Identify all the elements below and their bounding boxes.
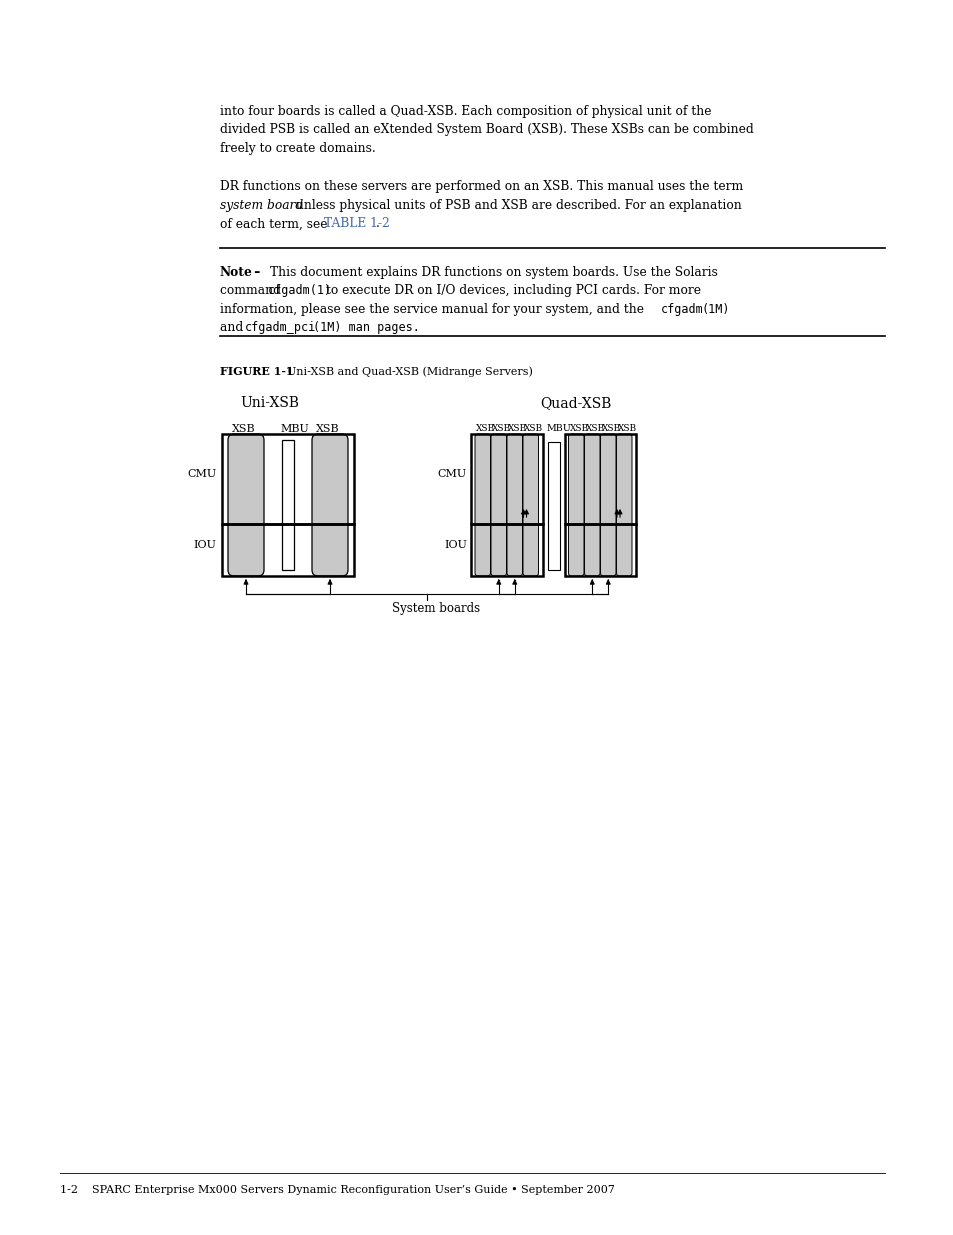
Bar <box>222 433 354 524</box>
Text: System boards: System boards <box>392 601 479 615</box>
Text: CMU: CMU <box>187 469 215 479</box>
Text: command: command <box>220 284 285 298</box>
Text: Uni-XSB and Quad-XSB (Midrange Servers): Uni-XSB and Quad-XSB (Midrange Servers) <box>280 366 533 377</box>
Text: Uni-XSB: Uni-XSB <box>240 396 298 410</box>
Text: freely to create domains.: freely to create domains. <box>220 142 375 156</box>
Text: .: . <box>375 217 379 231</box>
FancyBboxPatch shape <box>228 433 264 576</box>
Bar <box>282 440 294 571</box>
Text: 1-2    SPARC Enterprise Mx000 Servers Dynamic Reconfiguration User’s Guide • Sep: 1-2 SPARC Enterprise Mx000 Servers Dynam… <box>60 1186 615 1195</box>
Text: IOU: IOU <box>444 540 467 550</box>
Text: Quad-XSB: Quad-XSB <box>539 396 611 410</box>
Text: divided PSB is called an eXtended System Board (XSB). These XSBs can be combined: divided PSB is called an eXtended System… <box>220 124 753 137</box>
Text: XSB: XSB <box>315 424 339 433</box>
FancyBboxPatch shape <box>475 433 490 576</box>
Text: TABLE 1-2: TABLE 1-2 <box>324 217 390 231</box>
Text: XSB: XSB <box>585 424 604 433</box>
Text: Note: Note <box>220 266 253 279</box>
Text: XSB: XSB <box>601 424 620 433</box>
Text: MBU: MBU <box>280 424 309 433</box>
FancyBboxPatch shape <box>312 433 348 576</box>
FancyBboxPatch shape <box>568 433 583 576</box>
Text: –: – <box>250 266 264 279</box>
FancyBboxPatch shape <box>584 433 599 576</box>
FancyBboxPatch shape <box>491 433 506 576</box>
Text: XSB: XSB <box>617 424 636 433</box>
Text: (1M): (1M) <box>701 303 730 316</box>
Text: FIGURE 1-1: FIGURE 1-1 <box>220 366 294 377</box>
Bar <box>547 442 558 571</box>
Text: MBU: MBU <box>546 424 571 433</box>
Text: XSB: XSB <box>569 424 588 433</box>
Text: XSB: XSB <box>523 424 542 433</box>
Text: This document explains DR functions on system boards. Use the Solaris: This document explains DR functions on s… <box>270 266 717 279</box>
Bar <box>222 524 354 576</box>
FancyBboxPatch shape <box>599 433 616 576</box>
Bar <box>564 524 636 576</box>
Text: (1M) man pages.: (1M) man pages. <box>313 321 419 335</box>
Bar <box>471 524 542 576</box>
Text: system board: system board <box>220 199 303 212</box>
Text: to execute DR on I/O devices, including PCI cards. For more: to execute DR on I/O devices, including … <box>322 284 700 298</box>
Text: cfgadm_pci: cfgadm_pci <box>245 321 315 335</box>
Text: XSB: XSB <box>492 424 511 433</box>
Text: cfgadm(1): cfgadm(1) <box>268 284 332 298</box>
Bar <box>471 433 542 524</box>
Text: IOU: IOU <box>193 540 215 550</box>
Text: XSB: XSB <box>232 424 255 433</box>
FancyBboxPatch shape <box>522 433 537 576</box>
FancyBboxPatch shape <box>616 433 631 576</box>
Text: XSB: XSB <box>507 424 527 433</box>
Text: information, please see the service manual for your system, and the: information, please see the service manu… <box>220 303 647 316</box>
Text: cfgadm: cfgadm <box>660 303 703 316</box>
Text: and: and <box>220 321 247 335</box>
Text: of each term, see: of each term, see <box>220 217 331 231</box>
FancyBboxPatch shape <box>506 433 522 576</box>
Text: CMU: CMU <box>437 469 467 479</box>
Text: XSB: XSB <box>476 424 495 433</box>
Text: unless physical units of PSB and XSB are described. For an explanation: unless physical units of PSB and XSB are… <box>292 199 741 212</box>
Text: DR functions on these servers are performed on an XSB. This manual uses the term: DR functions on these servers are perfor… <box>220 180 742 194</box>
Bar <box>564 433 636 524</box>
Text: into four boards is called a Quad-XSB. Each composition of physical unit of the: into four boards is called a Quad-XSB. E… <box>220 105 711 119</box>
